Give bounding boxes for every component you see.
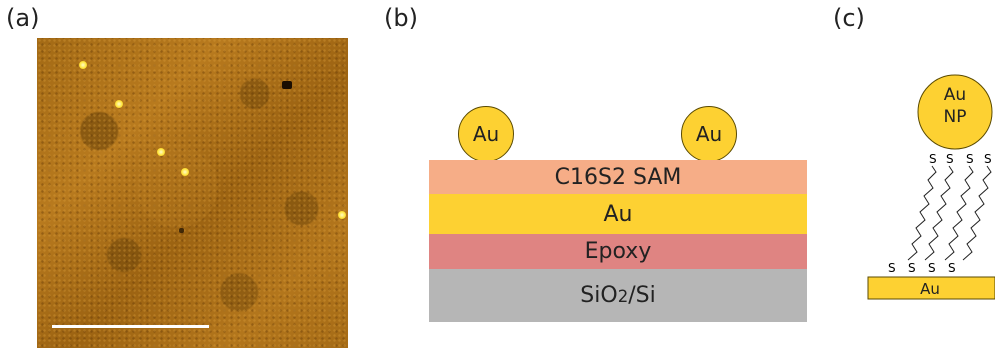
au-nanoparticle-right: Au: [681, 106, 737, 162]
surface-pit: [179, 228, 184, 233]
substrate-layer-label: SiO2/Si: [580, 283, 656, 308]
alkyl-chain: [962, 165, 992, 261]
scale-bar: [52, 325, 209, 328]
substrate-layer: SiO2/Si: [429, 269, 807, 322]
au-base-rect: [867, 276, 995, 300]
epoxy-layer-label: Epoxy: [584, 239, 652, 264]
molecular-schematic: Au NP S S S S S S S S Au: [867, 74, 995, 300]
panel-label-b: (b): [384, 4, 418, 32]
afm-texture: [37, 38, 348, 348]
au-base-label: Au: [920, 280, 940, 298]
sulfur-bottom: S: [948, 261, 956, 275]
sulfur-bottom: S: [888, 261, 896, 275]
panel-label-c: (c): [833, 4, 865, 32]
au-layer-label: Au: [603, 201, 633, 227]
nanoparticle-dot: [157, 148, 165, 156]
surface-pit: [282, 81, 292, 89]
alkyl-chain: [924, 165, 954, 261]
au-nanoparticle-left: Au: [458, 106, 514, 162]
sulfur-bottom: S: [928, 261, 936, 275]
sulfur-top: S: [929, 152, 937, 166]
au-np-label-line2: NP: [944, 107, 967, 127]
sulfur-top: S: [966, 152, 974, 166]
sam-layer: C16S2 SAM: [429, 160, 807, 194]
alkyl-chain: [944, 165, 974, 261]
sulfur-bottom: S: [908, 261, 916, 275]
nanoparticle-dot: [115, 100, 123, 108]
au-np-label-line1: Au: [944, 85, 966, 105]
au-layer: Au: [429, 194, 807, 234]
epoxy-layer: Epoxy: [429, 234, 807, 269]
nanoparticle-dot: [338, 211, 346, 219]
au-np-circle: [917, 74, 993, 150]
nanoparticle-dot: [79, 61, 87, 69]
afm-image: [37, 38, 348, 348]
sulfur-top: S: [946, 152, 954, 166]
nanoparticle-dot: [181, 168, 189, 176]
sulfur-top: S: [984, 152, 992, 166]
alkyl-chain: [907, 165, 937, 261]
sam-layer-label: C16S2 SAM: [554, 164, 682, 190]
panel-label-a: (a): [6, 4, 40, 32]
